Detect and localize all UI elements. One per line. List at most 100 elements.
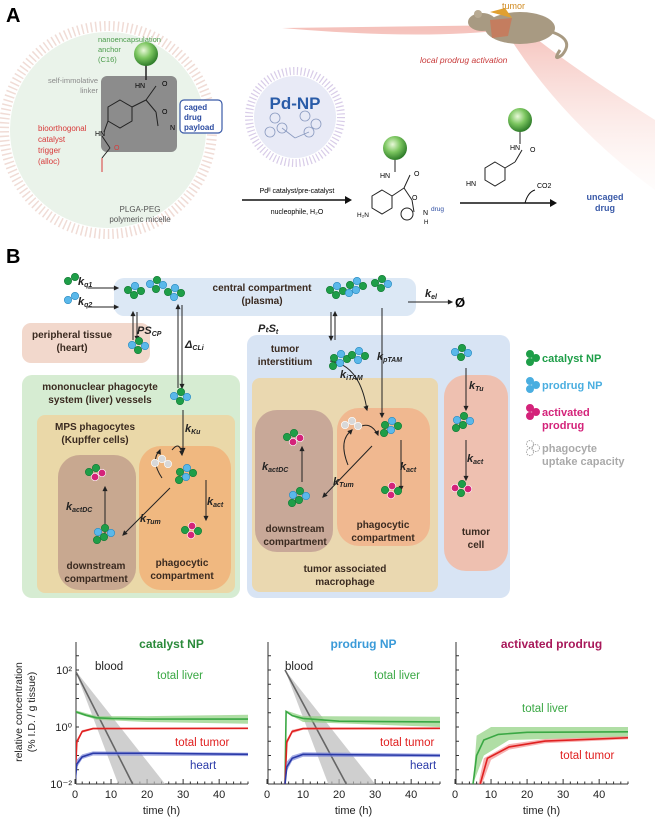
legend-label: uptake capacity [542,456,625,468]
svg-text:downstream: downstream [266,524,325,535]
series-line-total-liver [76,710,248,720]
tumor-interstitium-label: tumor interstitium [258,344,313,368]
peripheral-tissue-label: peripheral tissue (heart) [32,330,112,354]
chart-title: catalyst NP [139,637,204,651]
x-tick-label: 40 [213,789,225,801]
y-axis-label: relative concentration (% I.D. / g tissu… [13,662,38,762]
series-label: blood [285,661,313,673]
atom-hn: HN [95,131,105,138]
tam-phagocytic-label: phagocytic compartment [351,520,415,544]
central-compartment-label: central compartment (plasma) [213,283,313,307]
concentration-charts: catalyst NP 0 10 20 30 40 time (h) 10² 10⁰ 10⁻² bl… [50,637,629,817]
x-tick-label: 0 [264,789,270,801]
svg-text:caged: caged [184,103,207,112]
chart-title: activated prodrug [501,637,602,651]
x-tick-label: 40 [405,789,417,801]
svg-text:compartment: compartment [263,537,327,548]
svg-text:(C16): (C16) [98,55,117,64]
atom-o: O [114,145,120,152]
confidence-band [76,671,166,784]
legend-label: activated [542,407,590,419]
chart-0: catalyst NP 0 10 20 30 40 time (h) 10² 10⁰ 10⁻² bl… [50,637,249,817]
np-cluster [450,343,472,361]
x-axis-label: time (h) [335,805,372,817]
np-cluster [370,274,392,292]
mps-downstream-compartment [58,455,136,590]
rate-ktu: kTu [469,380,484,393]
series-line-blood [284,669,347,784]
series-line-blood [76,670,134,784]
linker-label: self-immolative linker [48,76,99,95]
svg-text:linker: linker [80,86,98,95]
svg-text:polymeric micelle: polymeric micelle [109,215,171,224]
legend-label: prodrug NP [542,380,603,392]
series-line-total-liver [284,709,440,784]
np-cluster [287,486,310,507]
np-cluster [340,416,362,430]
rate-kel: kel [425,288,438,301]
atom-o: O [412,195,418,202]
rate-ktum: kTum [333,476,354,489]
svg-text:(% I.D. / g tissue): (% I.D. / g tissue) [26,672,38,753]
svg-text:peripheral tissue: peripheral tissue [32,330,112,341]
tam-label: tumor associated macrophage [304,564,387,588]
svg-text:tumor associated: tumor associated [304,564,387,575]
svg-text:payload: payload [184,123,214,132]
atom-h: H [424,220,428,226]
svg-text:phagocytic: phagocytic [156,558,209,569]
confidence-band [76,710,248,724]
payload-box [179,99,223,134]
intermediate-structure [371,160,415,221]
series-label: total liver [522,703,568,715]
legend-item: prodrug NP [526,377,603,393]
np-cluster [170,387,192,405]
np-cluster [347,346,369,364]
svg-text:anchor: anchor [98,45,121,54]
series-line-heart [76,752,248,782]
x-tick-label: 40 [593,789,605,801]
svg-text:(Kupffer cells): (Kupffer cells) [61,435,128,446]
activated-prodrug-dots-icon [526,404,540,420]
svg-text:system (liver) vessels: system (liver) vessels [48,395,152,406]
nucleophile-condition: nucleophile, H₂O [271,209,324,216]
local-activation-label: local prodrug activation [420,55,508,65]
rate-dcli: ΔCLi [184,339,205,352]
atom-n: N [170,125,175,132]
x-tick-label: 30 [177,789,189,801]
micelle-label: PLGA-PEG polymeric micelle [109,205,171,224]
svg-text:uncaged: uncaged [586,192,623,202]
x-tick-label: 0 [452,789,458,801]
catalyst-np-dots-icon [526,350,540,366]
trigger-label: bioorthogonal catalyst trigger (alloc) [38,124,87,166]
mps-downstream-label: downstream compartment [64,561,128,585]
uncaged-drug-label: uncaged drug [586,192,623,213]
rate-kact: kact [400,461,417,474]
confidence-band [76,751,248,777]
svg-text:bioorthogonal: bioorthogonal [38,124,87,133]
np-cluster [124,281,146,299]
np-cluster [146,275,168,293]
rate-ktum: kTum [140,513,161,526]
series-label: heart [190,760,217,772]
payload-label: caged drug payload [184,103,214,132]
drug-label: drug [431,206,444,213]
np-cluster [175,463,198,484]
atom-o: O [414,171,420,178]
series-line-total-liver [472,730,628,784]
svg-text:central compartment: central compartment [213,283,313,294]
x-tick-label: 10 [297,789,309,801]
series-label: total tumor [380,737,434,749]
panel-a-label: A [6,5,20,27]
svg-text:compartment: compartment [351,533,415,544]
x-tick-label: 20 [333,789,345,801]
x-tick-label: 10 [485,789,497,801]
peripheral-tissue-compartment [22,323,150,363]
mps-phagocytic-label: phagocytic compartment [150,558,214,582]
rate-kact: kact [467,453,484,466]
product-structure [484,132,523,187]
chart-title: prodrug NP [331,637,397,651]
svg-text:macrophage: macrophage [315,577,375,588]
y-tick-label: 10⁰ [55,722,72,734]
np-cluster [151,454,173,468]
